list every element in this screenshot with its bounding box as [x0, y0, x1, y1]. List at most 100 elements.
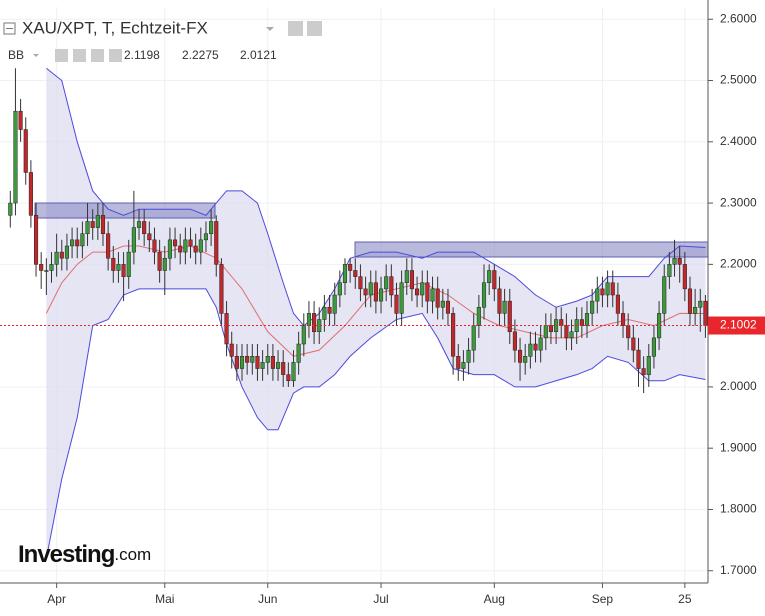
candle-body	[281, 362, 286, 375]
settings-icon[interactable]	[288, 21, 303, 36]
candle-body	[641, 368, 646, 375]
y-tick-label: 1.8000	[720, 502, 757, 516]
indicator-icon[interactable]	[55, 49, 68, 62]
candle-body	[651, 337, 656, 357]
dropdown[interactable]	[266, 27, 274, 31]
indicator-icon[interactable]	[109, 49, 122, 62]
candle-body	[250, 356, 255, 363]
y-tick-label: 2.4000	[720, 134, 757, 148]
candle-body	[698, 300, 703, 308]
candle-body	[677, 257, 682, 265]
indicator-value: 2.0121	[240, 48, 277, 62]
candle-body	[193, 245, 198, 253]
candle-body	[178, 245, 183, 253]
candle-body	[255, 356, 260, 369]
candle-body	[476, 307, 481, 326]
candle-body	[626, 325, 631, 339]
candle-body	[631, 337, 636, 351]
candle-body	[415, 288, 420, 296]
candle-body	[28, 172, 33, 216]
indicator-icon[interactable]	[91, 49, 104, 62]
candle-body	[528, 343, 533, 357]
candle-body	[322, 307, 327, 320]
candle-body	[466, 349, 471, 363]
candle-body	[569, 331, 574, 339]
candle-body	[538, 337, 543, 351]
candle-body	[173, 239, 178, 247]
candle-body	[147, 233, 152, 241]
candle-body	[353, 270, 358, 277]
x-tick-label: Apr	[47, 592, 66, 606]
candle-body	[399, 282, 404, 314]
indicator-value: 2.1198	[124, 48, 160, 62]
candle-body	[512, 331, 517, 351]
candle-body	[579, 319, 584, 326]
candle-body	[8, 202, 13, 216]
candle-body	[270, 356, 275, 369]
x-tick-label: Mai	[155, 592, 174, 606]
collapse-icon[interactable]	[3, 22, 16, 35]
candle-body	[286, 374, 291, 382]
candle-body	[18, 110, 23, 130]
candle-body	[111, 257, 116, 271]
candle-body	[306, 313, 311, 326]
candle-body	[420, 282, 425, 296]
candle-body	[100, 215, 106, 234]
candle-body	[332, 294, 337, 314]
candle-body	[435, 288, 440, 308]
candle-body	[95, 215, 100, 228]
settings-icon[interactable]	[307, 21, 322, 36]
logo: Investing.com	[18, 541, 151, 568]
candle-body	[600, 288, 605, 296]
indicator-value: 2.2275	[182, 48, 219, 62]
candle-body	[23, 129, 28, 173]
candle-body	[203, 233, 209, 241]
candle-body	[430, 288, 435, 302]
candle-body	[615, 294, 620, 314]
candle-body	[39, 264, 44, 271]
candle-body	[682, 264, 687, 290]
candle-body	[239, 356, 245, 369]
y-tick-label: 2.3000	[720, 195, 757, 209]
candle-body	[358, 276, 363, 290]
candle-body	[409, 270, 414, 290]
candle-body	[348, 264, 353, 271]
candle-body	[440, 300, 445, 308]
x-tick-label: Sep	[592, 592, 614, 606]
candle-body	[90, 221, 95, 228]
band-line	[45, 288, 706, 559]
candle-body	[584, 313, 590, 326]
candle-body	[80, 233, 85, 247]
candle-body	[384, 276, 389, 290]
x-tick-label: Jun	[258, 592, 277, 606]
candle-body	[373, 282, 378, 302]
candle-body	[471, 325, 476, 351]
candle-body	[260, 362, 265, 369]
candle-body	[590, 300, 595, 314]
candle-body	[188, 239, 193, 247]
candle-body	[481, 282, 487, 308]
candle-body	[70, 239, 75, 247]
x-tick-label: Aug	[484, 592, 505, 606]
y-tick-label: 2.5000	[720, 73, 757, 87]
candle-body	[672, 257, 677, 265]
axes: 1.70001.80001.90002.00002.10002.20002.30…	[47, 11, 765, 606]
candle-body	[126, 251, 131, 277]
candle-body	[75, 239, 80, 247]
candle-body	[44, 270, 49, 272]
candle-body	[219, 264, 224, 314]
candle-body	[693, 307, 698, 314]
candle-body	[451, 313, 456, 357]
candle-body	[662, 276, 667, 314]
candle-body	[564, 325, 569, 339]
indicator-icon[interactable]	[73, 49, 86, 62]
candle-body	[183, 239, 188, 253]
resistance-zone	[34, 202, 216, 219]
candle-body	[610, 282, 615, 296]
candle-body	[518, 349, 523, 363]
candle-body	[59, 251, 64, 259]
candle-body	[543, 325, 548, 339]
dropdown[interactable]	[33, 54, 39, 57]
candle-body	[646, 356, 651, 375]
